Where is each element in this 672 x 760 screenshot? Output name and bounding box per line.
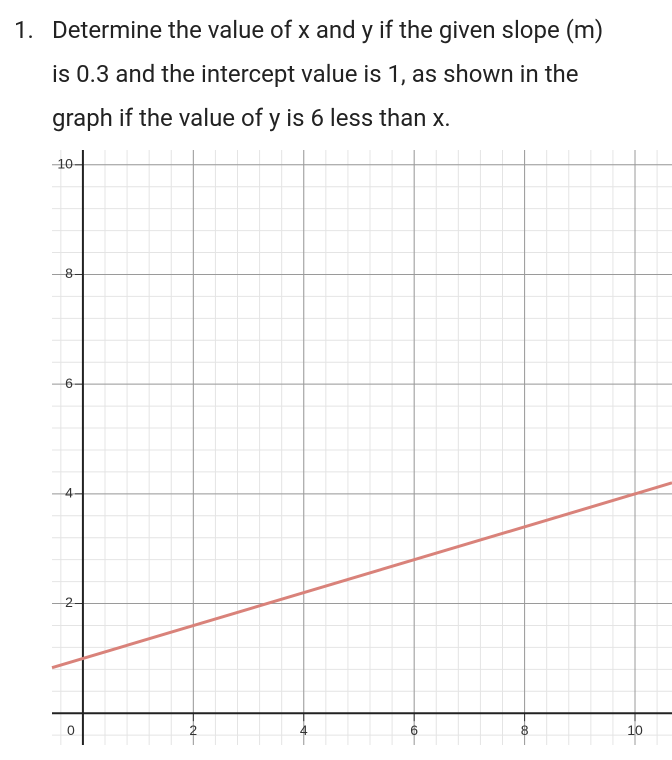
x-tick-label: 2	[189, 722, 197, 738]
question-line: is 0.3 and the intercept value is 1, as …	[52, 60, 579, 88]
x-tick-label: 10	[627, 722, 643, 738]
x-tick-label: 6	[410, 722, 418, 738]
data-line	[51, 481, 672, 670]
y-tick-label: 2	[65, 594, 73, 610]
question-line: graph if the value of y is 6 less than x…	[52, 104, 451, 132]
x-tick-label: 0	[67, 722, 75, 738]
question-number: 1.	[14, 16, 34, 44]
x-tick-label: 8	[521, 722, 529, 738]
y-tick-label: 8	[65, 265, 73, 281]
y-tick-label: 10	[57, 156, 73, 172]
x-tick-label: 4	[300, 722, 308, 738]
question-line: Determine the value of x and y if the gi…	[52, 16, 604, 44]
y-tick-label: 4	[65, 485, 73, 501]
y-tick-label: 6	[65, 375, 73, 391]
